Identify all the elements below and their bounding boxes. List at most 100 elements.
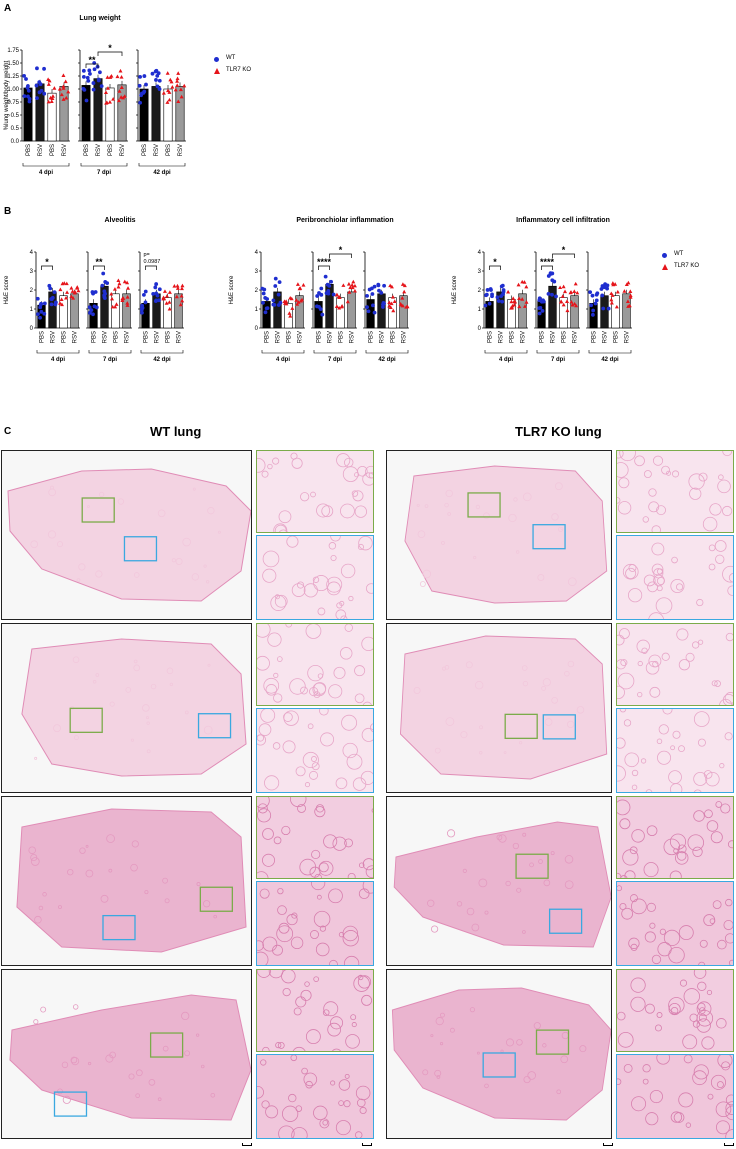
- scale-bar: [362, 1143, 372, 1146]
- zoom-image-blue: [616, 708, 734, 793]
- data-point: [538, 305, 543, 310]
- airway: [422, 1069, 429, 1076]
- airway: [195, 1033, 200, 1037]
- alveolus: [725, 632, 733, 642]
- data-point: [114, 302, 119, 306]
- alveolus: [305, 1080, 313, 1089]
- bar: [175, 86, 185, 142]
- data-point: [329, 279, 333, 284]
- airway: [203, 900, 211, 908]
- data-point: [501, 292, 505, 296]
- alveolus: [342, 466, 359, 482]
- zoom-texture: [617, 451, 733, 532]
- x-tick-label: RSV: [521, 331, 527, 343]
- blue-roi-box: [532, 524, 566, 550]
- data-point: [62, 281, 67, 285]
- lung-section-image: [386, 450, 612, 620]
- bar: [262, 301, 271, 329]
- alveolus: [278, 529, 288, 532]
- data-point: [524, 300, 529, 304]
- green-roi-box: [504, 713, 538, 739]
- alveolus: [698, 472, 708, 482]
- alveolus: [657, 942, 672, 957]
- data-point: [485, 288, 490, 292]
- airway: [521, 665, 528, 671]
- data-point: [500, 299, 505, 304]
- alveolus: [656, 738, 663, 745]
- x-tick-label: RSV: [154, 144, 160, 156]
- data-point: [273, 276, 278, 281]
- data-point: [365, 305, 369, 310]
- data-point: [402, 283, 407, 288]
- alveolus: [313, 575, 330, 592]
- airway: [518, 741, 523, 745]
- significance-label: **: [88, 55, 96, 65]
- lung-section-image: [386, 796, 612, 966]
- data-point: [81, 68, 86, 73]
- scale-bar: [242, 1143, 252, 1146]
- data-point: [389, 284, 394, 289]
- alveolus: [259, 888, 270, 899]
- data-point: [402, 289, 407, 294]
- data-point: [139, 93, 144, 98]
- group-bracket: [138, 163, 186, 167]
- alveolus: [342, 930, 359, 947]
- alveolus: [335, 777, 348, 790]
- data-point: [398, 301, 403, 306]
- group-bracket: [80, 163, 128, 167]
- data-point: [180, 283, 185, 288]
- data-point: [150, 71, 155, 76]
- alveolus: [333, 666, 346, 679]
- bar: [100, 285, 109, 329]
- airway: [576, 706, 585, 714]
- alveolus: [648, 501, 660, 513]
- data-point: [138, 100, 143, 105]
- alveolus: [348, 595, 354, 602]
- data-point: [288, 314, 293, 318]
- x-tick-label: PBS: [287, 331, 293, 343]
- alveolus: [708, 563, 716, 571]
- data-point: [117, 281, 122, 286]
- data-point: [282, 299, 287, 304]
- alveolus: [628, 937, 640, 949]
- x-tick-label: PBS: [26, 144, 32, 156]
- alveolus: [257, 797, 270, 809]
- alveolus: [677, 844, 687, 854]
- airway: [567, 720, 575, 729]
- alveolus: [673, 848, 679, 854]
- data-point: [261, 291, 266, 296]
- data-point: [500, 283, 505, 288]
- zoom-texture: [617, 709, 733, 792]
- data-point: [69, 286, 74, 290]
- significance-bracket: [329, 253, 352, 258]
- group-bracket: [22, 163, 70, 167]
- lung-section-image: [1, 450, 252, 620]
- x-tick-label: PBS: [592, 331, 598, 343]
- alveolus: [727, 585, 733, 596]
- alveolus: [636, 639, 650, 654]
- alveolus: [722, 505, 733, 517]
- chart-title: Peribronchiolar inflammation: [296, 217, 393, 224]
- group-label: 7 dpi: [551, 357, 565, 363]
- data-point: [352, 283, 357, 288]
- x-tick-label: RSV: [551, 331, 557, 343]
- zoom-image-blue: [616, 535, 734, 620]
- data-point: [381, 300, 386, 305]
- alveolus: [315, 804, 325, 813]
- alveolus: [317, 607, 326, 616]
- alveolus: [619, 451, 636, 462]
- alveolus: [357, 543, 364, 551]
- data-point: [161, 295, 166, 300]
- alveolus: [260, 1059, 267, 1066]
- alveolus: [354, 505, 368, 518]
- alveolus: [371, 808, 373, 813]
- alveolus: [300, 492, 310, 502]
- alveolus: [708, 544, 716, 552]
- data-point: [391, 308, 396, 313]
- alveolus: [715, 554, 725, 564]
- x-tick-label: RSV: [73, 331, 79, 343]
- alveolus: [710, 831, 723, 844]
- airway: [203, 725, 213, 735]
- alveolus: [630, 996, 646, 1012]
- airway: [413, 686, 421, 694]
